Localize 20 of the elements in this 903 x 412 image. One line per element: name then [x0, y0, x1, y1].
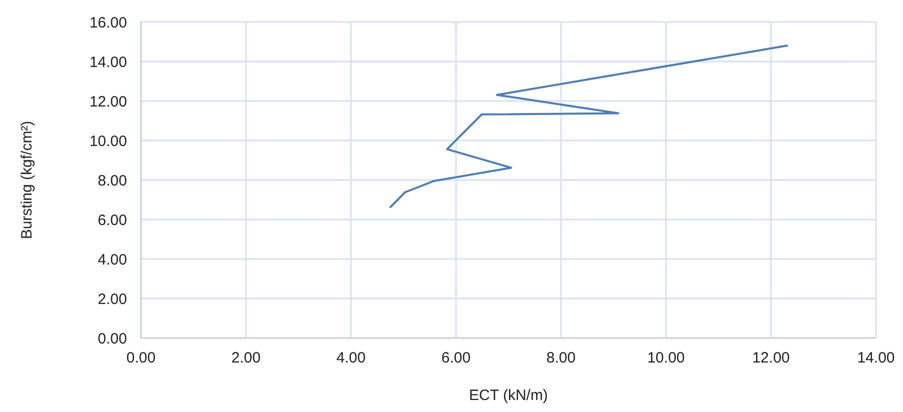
- y-tick-label: 8.00: [98, 172, 127, 190]
- x-tick-label: 12.00: [752, 350, 790, 367]
- y-axis-title: Bursting (kgf/cm²): [18, 120, 36, 240]
- x-tick-label: 10.00: [647, 350, 685, 367]
- line-series: [388, 44, 789, 209]
- y-tick-label: 12.00: [89, 93, 127, 110]
- x-tick-label: 6.00: [441, 350, 471, 367]
- x-tick-label: 8.00: [546, 350, 576, 367]
- x-axis-title: ECT (kN/m): [469, 387, 548, 404]
- x-tick-label: 2.00: [231, 350, 261, 367]
- x-tick-label: 4.00: [336, 350, 366, 367]
- y-tick-label: 6.00: [98, 212, 127, 229]
- y-tick-label: 14.00: [89, 54, 127, 71]
- y-tick-label: 16.00: [89, 14, 127, 32]
- y-tick-label: 4.00: [98, 251, 127, 268]
- y-tick-label: 2.00: [98, 290, 127, 308]
- y-tick-label: 10.00: [89, 132, 127, 150]
- y-tick-label: 0.00: [98, 330, 127, 348]
- x-tick-label: 0.00: [126, 350, 156, 367]
- x-tick-label: 14.00: [857, 350, 895, 367]
